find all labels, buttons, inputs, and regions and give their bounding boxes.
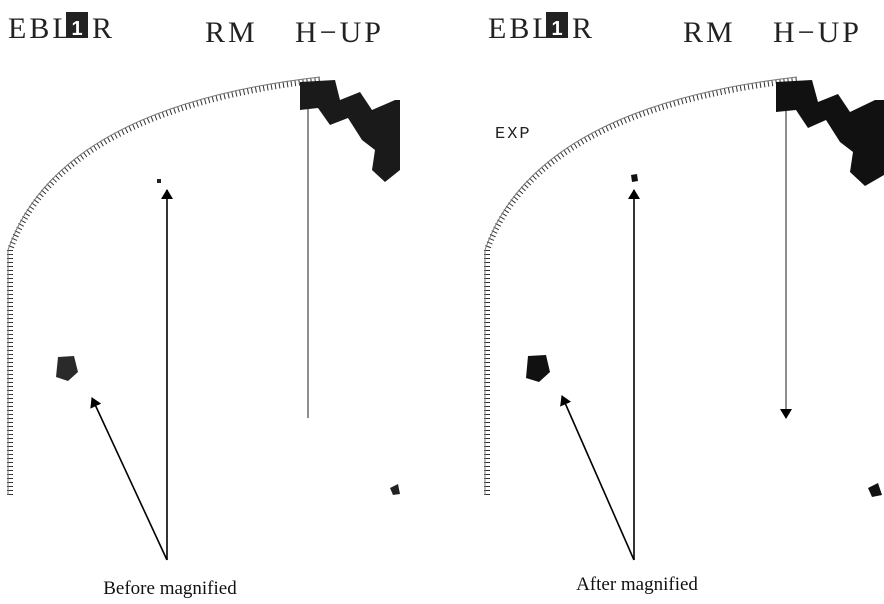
land-echo <box>300 80 400 182</box>
ebl-suffix: R <box>92 12 115 45</box>
target-echo <box>631 174 638 182</box>
range-ring-edge <box>8 77 320 495</box>
land-echo <box>776 80 884 186</box>
arrow <box>92 398 167 560</box>
target-echo <box>526 355 550 382</box>
range-ring-edge <box>485 77 797 495</box>
ebl-suffix: R <box>572 12 595 45</box>
range-ring <box>487 80 797 495</box>
orientation-mode: H−UP <box>773 16 862 49</box>
before-panel: EBL 1 R RM H−UP <box>8 12 400 560</box>
target-echo <box>157 179 161 183</box>
caption: After magnified <box>576 574 698 595</box>
ebl-number: 1 <box>71 18 82 40</box>
ebl-number: 1 <box>551 18 562 40</box>
orientation-mode: H−UP <box>295 16 384 49</box>
target-echo <box>56 356 78 381</box>
figure: EBL 1 R RM H−UP Before magnified EBL 1 R… <box>0 0 884 604</box>
after-panel: EBL 1 R RM H−UP EXP <box>485 12 884 560</box>
arrow <box>562 396 634 560</box>
expansion-label: EXP <box>495 125 532 144</box>
target-echo <box>868 483 882 497</box>
target-echo <box>390 484 400 495</box>
motion-mode: RM <box>683 16 736 49</box>
caption: Before magnified <box>103 578 237 599</box>
motion-mode: RM <box>205 16 258 49</box>
ebl-label: EBL <box>8 12 74 45</box>
ebl-label: EBL <box>488 12 554 45</box>
range-ring <box>10 80 320 495</box>
